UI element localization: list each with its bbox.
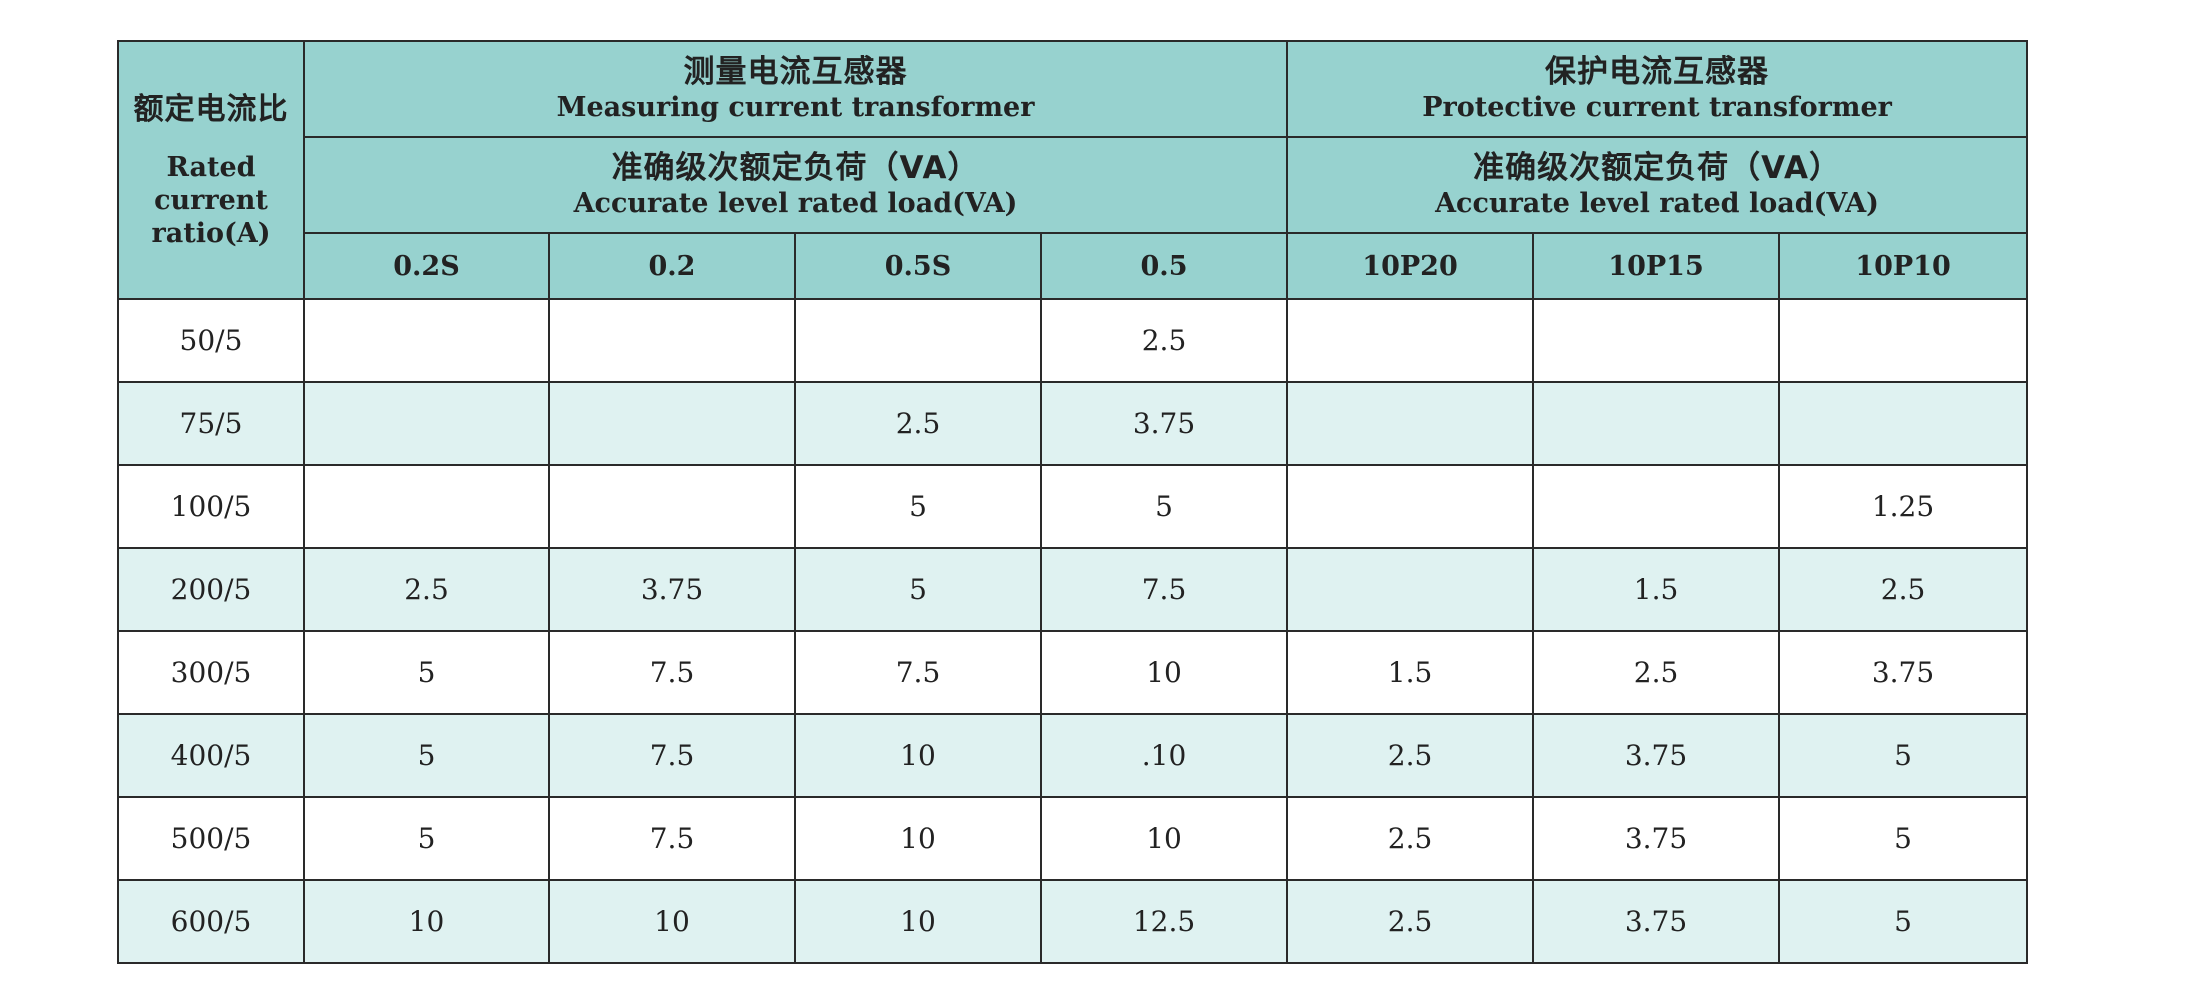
table-row: 75/5 2.5 3.75 [117, 381, 2029, 466]
group-header-protective: 保护电流互感器 Protective current transformer [1286, 40, 2029, 138]
value-cell: 7.5 [1039, 547, 1289, 632]
subheader-title-en: Accurate level rated load(VA) [573, 188, 1018, 219]
class-header: 0.5 [1039, 232, 1289, 300]
value-cell: 5 [794, 547, 1042, 632]
table-row: 50/5 2.5 [117, 298, 2029, 383]
table-row: 400/5 5 7.5 10 .10 2.5 3.75 5 [117, 713, 2029, 798]
value-cell: 2.5 [1039, 298, 1289, 383]
subheader-title-zh: 准确级次额定负荷（VA） [611, 150, 980, 186]
group-title-zh: 保护电流互感器 [1545, 54, 1770, 90]
value-cell: 10 [303, 879, 550, 964]
value-cell: 1.5 [1286, 630, 1535, 715]
value-cell [1286, 547, 1535, 632]
value-cell: 5 [303, 796, 550, 881]
value-cell: 10 [1039, 796, 1289, 881]
value-cell: 3.75 [1532, 713, 1781, 798]
value-cell: 1.25 [1778, 464, 2029, 549]
subheader-protective: 准确级次额定负荷（VA） Accurate level rated load(V… [1286, 136, 2029, 234]
value-cell [548, 381, 796, 466]
value-cell [303, 464, 550, 549]
table-row: 500/5 5 7.5 10 10 2.5 3.75 5 [117, 796, 2029, 881]
subheader-measuring: 准确级次额定负荷（VA） Accurate level rated load(V… [302, 136, 1289, 234]
value-cell: 3.75 [1039, 381, 1289, 466]
value-cell: 10 [548, 879, 796, 964]
table-row: 100/5 5 5 1.25 [117, 464, 2029, 549]
ratio-cell: 500/5 [117, 796, 305, 881]
value-cell: 10 [794, 796, 1042, 881]
value-cell: 2.5 [1778, 547, 2029, 632]
subheader-title-en: Accurate level rated load(VA) [1435, 188, 1879, 219]
value-cell: 2.5 [1286, 879, 1535, 964]
ratio-cell: 200/5 [117, 547, 305, 632]
value-cell [303, 381, 550, 466]
class-header: 0.2S [303, 232, 550, 300]
corner-header: 额定电流比 Rated current ratio(A) [117, 40, 305, 300]
value-cell [1532, 464, 1781, 549]
value-cell: 2.5 [1286, 796, 1535, 881]
value-cell [548, 464, 796, 549]
corner-title-en-1: Rated [166, 151, 256, 183]
ratio-cell: 400/5 [117, 713, 305, 798]
value-cell: 10 [1039, 630, 1289, 715]
group-title-en: Protective current transformer [1422, 92, 1892, 123]
value-cell: 7.5 [548, 630, 796, 715]
class-header: 0.5S [794, 232, 1042, 300]
value-cell: 10 [794, 879, 1042, 964]
class-header: 0.2 [548, 232, 796, 300]
value-cell: 2.5 [794, 381, 1042, 466]
value-cell [303, 298, 550, 383]
value-cell: 7.5 [794, 630, 1042, 715]
corner-title-zh: 额定电流比 [133, 91, 289, 127]
value-cell [1532, 298, 1781, 383]
value-cell: 3.75 [548, 547, 796, 632]
table-row: 200/5 2.5 3.75 5 7.5 1.5 2.5 [117, 547, 2029, 632]
value-cell: 2.5 [1286, 713, 1535, 798]
value-cell: 10 [794, 713, 1042, 798]
value-cell [1286, 464, 1535, 549]
group-title-en: Measuring current transformer [556, 92, 1035, 123]
value-cell: 5 [303, 713, 550, 798]
value-cell: 5 [1778, 713, 2029, 798]
value-cell [1778, 298, 2029, 383]
value-cell [1778, 381, 2029, 466]
spec-table-container: 额定电流比 Rated current ratio(A) 测量电流互感器 Mea… [117, 40, 2029, 964]
value-cell: 3.75 [1778, 630, 2029, 715]
ratio-cell: 100/5 [117, 464, 305, 549]
value-cell: 2.5 [303, 547, 550, 632]
value-cell [1286, 298, 1535, 383]
value-cell [1286, 381, 1535, 466]
value-cell: 7.5 [548, 796, 796, 881]
ratio-cell: 600/5 [117, 879, 305, 964]
value-cell: 7.5 [548, 713, 796, 798]
value-cell [1532, 381, 1781, 466]
ratio-cell: 300/5 [117, 630, 305, 715]
ratio-cell: 50/5 [117, 298, 305, 383]
value-cell: 5 [303, 630, 550, 715]
rated-load-table: 额定电流比 Rated current ratio(A) 测量电流互感器 Mea… [117, 40, 2029, 964]
value-cell: 5 [1778, 879, 2029, 964]
value-cell: .10 [1039, 713, 1289, 798]
subheader-title-zh: 准确级次额定负荷（VA） [1473, 150, 1841, 186]
value-cell: 5 [1039, 464, 1289, 549]
value-cell [548, 298, 796, 383]
class-header: 10P10 [1778, 232, 2029, 300]
value-cell: 1.5 [1532, 547, 1781, 632]
value-cell: 5 [1778, 796, 2029, 881]
value-cell: 5 [794, 464, 1042, 549]
value-cell [794, 298, 1042, 383]
ratio-cell: 75/5 [117, 381, 305, 466]
value-cell: 3.75 [1532, 796, 1781, 881]
corner-title-en-2: current [154, 184, 268, 216]
class-header: 10P15 [1532, 232, 1781, 300]
class-header: 10P20 [1286, 232, 1535, 300]
table-row: 600/5 10 10 10 12.5 2.5 3.75 5 [117, 879, 2029, 964]
value-cell: 2.5 [1532, 630, 1781, 715]
value-cell: 12.5 [1039, 879, 1289, 964]
value-cell: 3.75 [1532, 879, 1781, 964]
table-row: 300/5 5 7.5 7.5 10 1.5 2.5 3.75 [117, 630, 2029, 715]
group-header-measuring: 测量电流互感器 Measuring current transformer [302, 40, 1289, 138]
group-title-zh: 测量电流互感器 [683, 54, 908, 90]
corner-title-en-3: ratio(A) [151, 217, 271, 249]
